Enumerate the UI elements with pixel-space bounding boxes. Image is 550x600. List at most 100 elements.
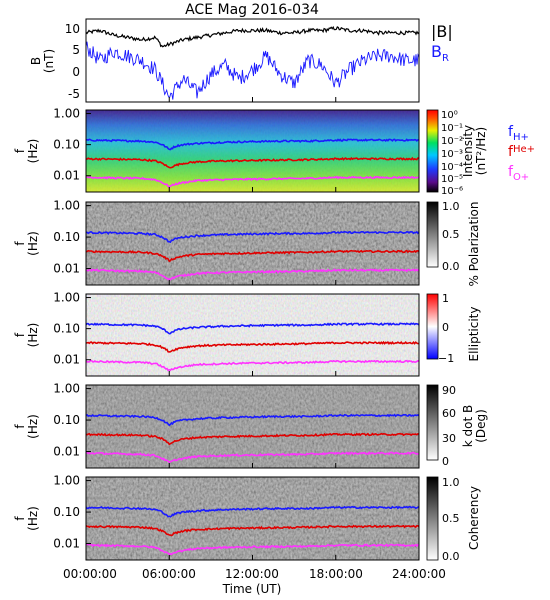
freq-ylabel-top: f [13, 241, 27, 246]
colorbar-ellipticity [426, 293, 439, 360]
cb-tick: 10⁰ [441, 110, 458, 121]
fHe-line [85, 340, 419, 353]
fH-line [85, 322, 420, 335]
freq-ytick: 1.00 [53, 107, 80, 121]
freq-legend: fH+ fHe+ fO+ [508, 124, 535, 183]
freq-ylabel-bottom: (Hz) [26, 414, 40, 439]
fH-line [85, 230, 420, 244]
x-tick-label: 24:00:00 [392, 567, 446, 581]
cb-tick: 10⁻⁶ [441, 186, 463, 197]
field-ylabel-top: B [29, 57, 43, 65]
freq-ytick: 0.10 [53, 322, 80, 336]
freq-ytick: 0.01 [53, 353, 80, 367]
polarization-panel [85, 201, 420, 286]
freq-ytick: 1.00 [53, 474, 80, 488]
cb-title-intensity: Intensity [461, 125, 475, 177]
freq-ytick: 0.01 [53, 537, 80, 551]
freq-ytick: 1.00 [53, 291, 80, 305]
cb-tick: 60 [442, 407, 456, 420]
kdotb-panel [85, 384, 420, 469]
freq-ylabel-bottom: (Hz) [26, 506, 40, 531]
cb-tick: 10⁻⁴ [441, 162, 463, 173]
cb-tick: −1 [438, 352, 454, 365]
freq-ytick: 0.10 [53, 413, 80, 427]
cb-tick: 0.5 [442, 228, 460, 241]
fHe-line [85, 432, 420, 446]
colorbar-polarization [426, 201, 439, 268]
legend-fHe: fHe+ [508, 144, 535, 160]
fH-line [85, 505, 420, 518]
cb-title-kdotb: k dot B [461, 405, 475, 447]
cb-title-coherency: Coherency [467, 486, 481, 550]
field-panel [85, 18, 420, 103]
cb-units-kdotb: (Deg) [474, 409, 488, 443]
x-tick-label: 12:00:00 [225, 567, 279, 581]
ellipticity-panel [85, 293, 420, 377]
freq-ylabel-bottom: (Hz) [26, 139, 40, 164]
colorbar-ticks-polarization: 1.0 0.5 0.0 [442, 200, 460, 273]
freq-ytick: 0.10 [53, 505, 80, 519]
cb-title-polarization: % Polarization [467, 202, 481, 287]
freq-ylabel-top: f [13, 424, 27, 429]
field-ylabel: B (nT) [29, 49, 56, 73]
legend-BR-sub: R [442, 53, 449, 64]
freq-ylabel-top: f [13, 516, 27, 521]
freq-ylabel-bottom: (Hz) [26, 231, 40, 256]
cb-tick: 1 [442, 292, 449, 305]
fO-line [85, 543, 420, 556]
coherency-panel [85, 476, 420, 561]
fH-line [85, 413, 420, 427]
x-tick-label: 18:00:00 [309, 567, 363, 581]
legend-absB: |B| [431, 22, 453, 41]
colorbar-coherency [426, 476, 439, 561]
freq-ytick: 0.01 [53, 445, 80, 459]
cb-tick: 10⁻⁵ [441, 174, 463, 185]
fHe-line [85, 156, 420, 169]
field-legend: |B| BR [431, 22, 453, 64]
legend-fHe-sub: He+ [513, 144, 535, 155]
freq-ytick: 1.00 [53, 199, 80, 213]
legend-BR: BR [431, 42, 449, 64]
colorbar-ticks-intensity: 10⁰ 10⁻¹ 10⁻² 10⁻³ 10⁻⁴ 10⁻⁵ 10⁻⁶ [441, 110, 463, 197]
freq-ylabel-top: f [13, 332, 27, 337]
cb-tick: 10⁻² [441, 136, 463, 147]
cb-tick: 1.0 [442, 200, 460, 213]
fHe-line [85, 524, 420, 537]
freq-ylabel-bottom: (Hz) [26, 323, 40, 348]
freq-ytick: 0.10 [53, 230, 80, 244]
cb-tick: 0.5 [442, 512, 460, 525]
cb-tick: 0 [442, 455, 449, 468]
fHe-line [85, 249, 420, 263]
legend-BR-main: B [431, 42, 442, 61]
field-yticks: 10 5 0 -5 [65, 22, 80, 101]
field-ytick: 10 [65, 22, 80, 36]
cb-tick: 1.0 [442, 476, 460, 489]
x-tick-label: 06:00:00 [142, 567, 196, 581]
cb-tick: 90 [442, 384, 456, 397]
cb-tick: 0.0 [442, 260, 460, 273]
colorbar-ticks-coherency: 1.0 0.5 0.0 [442, 476, 460, 563]
colorbar-kdotb [426, 384, 439, 461]
fO-line [85, 359, 420, 372]
intensity-panel [85, 109, 420, 193]
series-line-BR [85, 41, 420, 100]
colorbar-intensity [426, 109, 439, 193]
x-tick-label: 00:00:00 [63, 567, 117, 581]
legend-fO-sub: O+ [513, 172, 529, 183]
freq-ylabel-top: f [13, 148, 27, 153]
cb-title-ellipticity: Ellipticity [467, 307, 481, 362]
figure-title: ACE Mag 2016-034 [185, 2, 319, 18]
field-ytick: 5 [72, 43, 80, 57]
field-ytick: -5 [68, 87, 80, 101]
field-ylabel-bottom: (nT) [42, 49, 56, 73]
series-line-absB [85, 25, 420, 48]
legend-fH-main: f [508, 124, 514, 140]
cb-tick: 30 [442, 432, 456, 445]
legend-fO: fO+ [508, 164, 529, 183]
freq-ytick: 0.01 [53, 169, 80, 183]
cb-tick: 10⁻¹ [441, 123, 463, 134]
freq-ytick: 0.01 [53, 262, 80, 276]
cb-tick: 0.0 [442, 550, 460, 563]
cb-tick: 10⁻³ [441, 149, 463, 160]
